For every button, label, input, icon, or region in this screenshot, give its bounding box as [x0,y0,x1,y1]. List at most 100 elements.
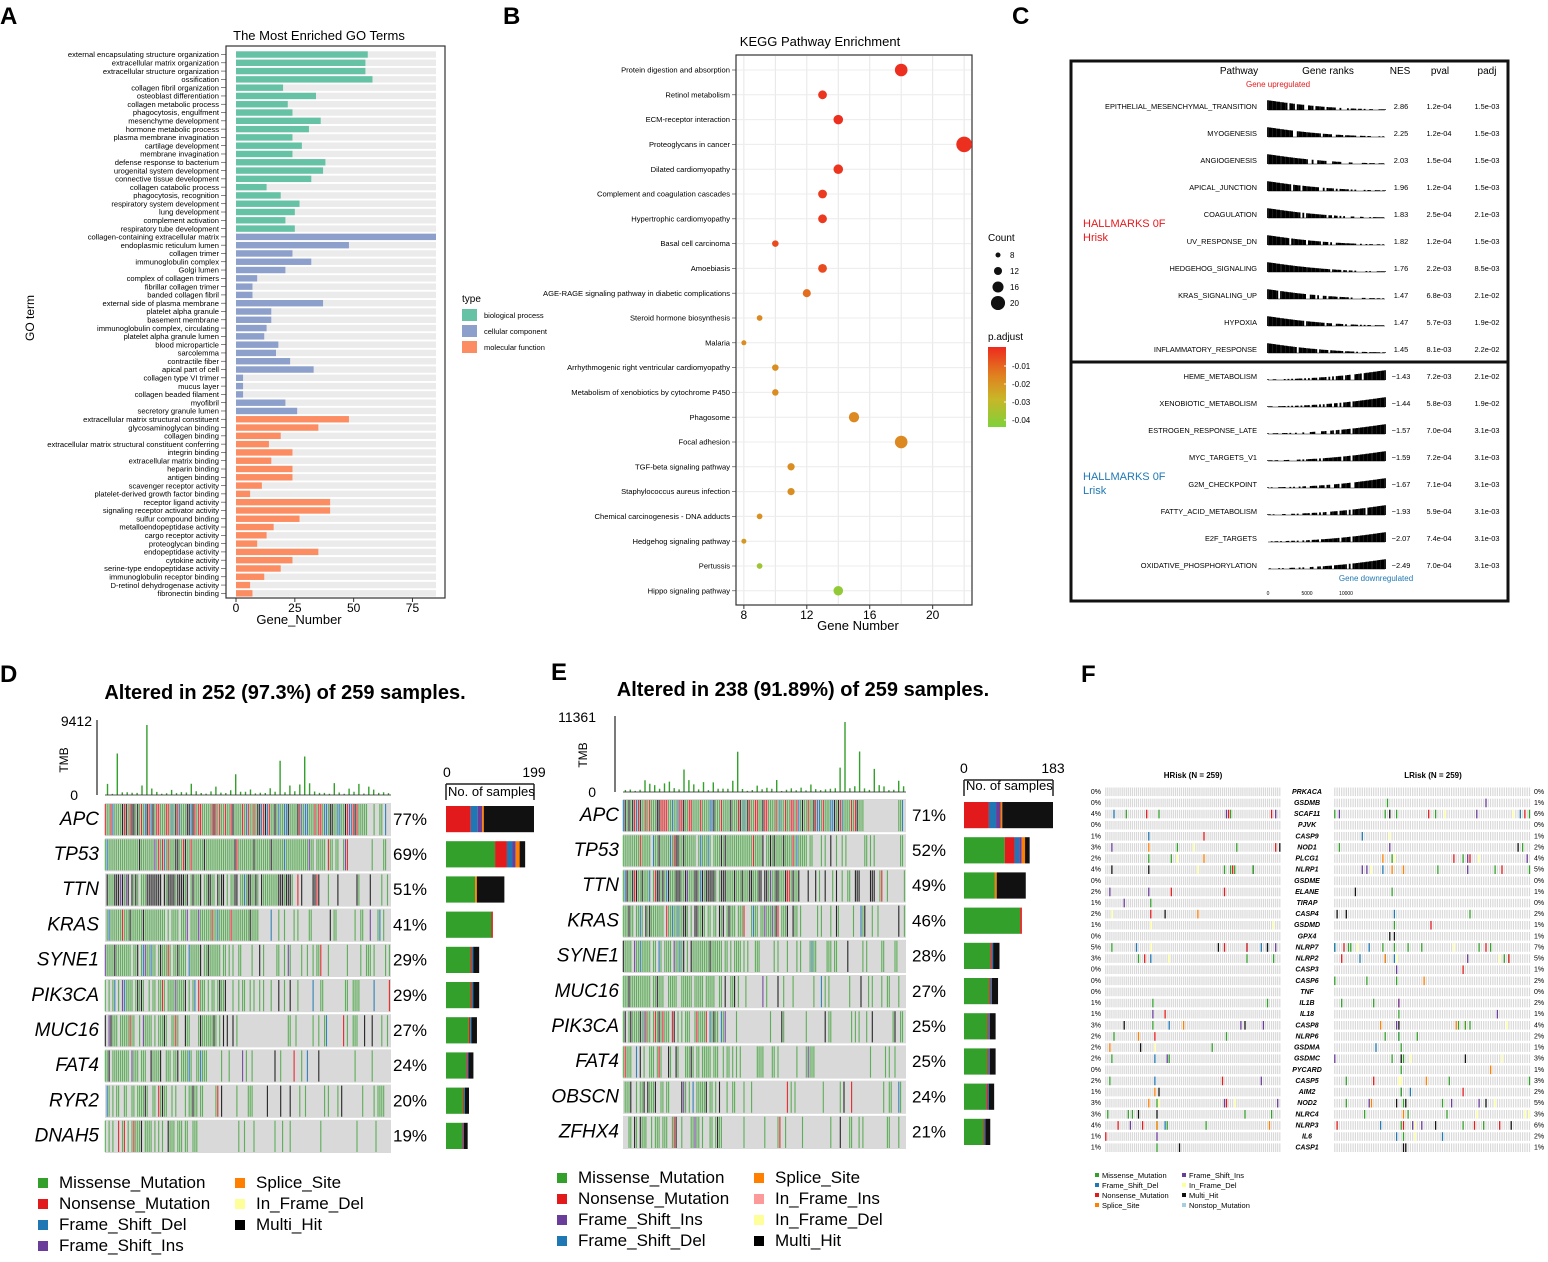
kegg-size-legend-dot [992,281,1004,293]
go-x-tick-label: 50 [347,601,361,615]
oncoplot-f-mutation-cells [1379,1021,1467,1030]
go-bar [236,482,262,489]
oncoplot-sample-bar-segment [991,978,999,1005]
oncoplot-f-mutation-cells [1170,887,1226,897]
go-term-label: hormone metabolic process [126,125,219,134]
go-bar-track [236,316,436,323]
oncoplot-mutation-cells [121,980,177,1012]
go-bar-track [236,266,436,274]
oncoplot-row-bg [623,1045,906,1079]
oncoplot-gene-percent: 71% [912,806,946,825]
oncoplot-sample-bar-segment [985,1118,991,1145]
oncoplot-f-mutation-cells [1391,1054,1405,1063]
oncoplot-gene-percent: 69% [393,845,427,864]
oncoplot-sample-bar-segment [470,946,472,973]
oncoplot-sample-bar-segment [964,1048,988,1075]
oncoplot-gene-label: MUC16 [555,981,620,1002]
go-x-tick-label: 25 [288,601,302,615]
gsea-rank-plot [1267,289,1384,299]
oncoplot-f-right-percent: 0% [1534,989,1544,996]
oncoplot-d-bar-axis-min: 0 [443,764,451,780]
oncoplot-f-mutation-cells [1368,1098,1480,1108]
oncoplot-mutation-cells [121,909,232,941]
oncoplot-f-row-bg [1334,1143,1531,1152]
go-bar [236,225,295,232]
oncoplot-sample-bar-segment [471,982,474,1009]
oncoplot-f-left-percent: 4% [1091,1122,1101,1129]
oncoplot-f-left-percent: 1% [1091,1145,1101,1152]
go-bar-track [236,581,436,589]
oncoplot-sample-bar-segment [446,911,492,938]
gsea-pathway-name: OXIDATIVE_PHOSPHORYLATION [1141,561,1257,570]
go-term-label: serine-type endopeptidase activity [104,564,219,573]
oncoplot-mutation-cells [108,1050,320,1082]
kegg-term-label: Proteoglycans in cancer [649,140,731,149]
go-term-label: mucus layer [178,382,219,391]
oncoplot-row-bg [105,943,391,977]
oncoplot-f-right-percent: 3% [1534,1078,1544,1085]
oncoplot-gene-percent: 24% [912,1087,946,1106]
gsea-pval: 7.1e-04 [1426,480,1451,489]
oncoplot-f-gene-label: CASP4 [1295,911,1318,918]
go-bar-track [236,92,436,100]
kegg-term-label: Pertussis [699,562,730,571]
kegg-point [741,538,747,544]
go-bar-track [236,200,436,207]
go-bar [236,109,293,116]
gsea-pathway-name: HEDGEHOG_SIGNALING [1170,264,1258,273]
go-bar [236,515,300,522]
oncoplot-f-row-bg [1334,865,1531,874]
oncoplot-f-mutation-cells [1398,1076,1402,1086]
go-bar [236,581,251,589]
go-bar [236,565,281,572]
oncoplot-f-mutation-cells [1338,843,1524,852]
gsea-nes: 1.96 [1394,183,1408,192]
go-bar [236,241,349,249]
oncoplot-mutation-cells [104,839,387,871]
oncoplot-f-row-bg [1334,898,1531,908]
oncoplot-f-row-bg [1334,843,1531,852]
oncoplot-d-bar-axis-label: No. of samples [448,784,535,799]
oncoplot-f-mutation-cells [1148,854,1172,863]
oncoplot-f-left-percent: 1% [1091,1011,1101,1018]
go-bar [236,399,286,406]
oncoplot-mutation-cells [645,1011,707,1043]
oncoplot-sample-bar-segment [987,1048,989,1075]
go-term-label: connective tissue development [115,175,220,184]
oncoplot-mutation-cells [142,944,190,976]
gsea-rank-plot [1267,370,1386,380]
kegg-point [818,90,827,100]
kegg-term-label: Complement and coagulation cascades [597,190,730,199]
oncoplot-sample-bar-segment [1020,907,1022,934]
go-bar [236,548,319,556]
oncoplot-sample-bar-segment [987,1013,989,1040]
go-term-label: integrin binding [167,448,219,457]
gsea-header-gene-ranks: Gene ranks [1302,66,1354,77]
oncoplot-mutation-cells [129,1015,345,1047]
oncoplot-mutation-cells [158,1085,219,1117]
go-legend-label: biological process [484,311,544,320]
go-legend-swatch [462,325,477,337]
oncoplot-sample-bar-segment [491,911,493,938]
oncoplot-mutation-cells [112,1015,389,1047]
gsea-nes: −1.67 [1392,480,1411,489]
go-term-label: defense response to bacterium [115,158,219,167]
oncoplot-f-gene-label: IL18 [1300,1011,1314,1018]
go-term-label: D-retinol dehydrogenase activity [111,581,220,590]
oncoplot-mutation-cells [624,940,898,972]
oncoplot-mutation-cells [139,839,272,871]
oncoplot-mutation-cells [666,905,779,937]
oncoplot-f-row-bg [1105,887,1281,897]
gsea-nes: 2.86 [1394,102,1408,111]
oncoplot-f-mutation-cells [1109,887,1150,897]
gsea-rank-plot [1267,235,1384,245]
oncoplot-sample-bar-segment [993,942,1000,969]
oncoplot-f-row-bg [1105,909,1281,919]
kegg-term-label: Hedgehog signaling pathway [632,537,730,546]
go-bar-track [236,250,436,257]
kegg-point [756,563,763,569]
oncoplot-sample-bar-segment [988,802,997,829]
oncoplot-f-mutation-cells [1336,909,1347,919]
oncoplot-gene-percent: 77% [393,810,427,829]
